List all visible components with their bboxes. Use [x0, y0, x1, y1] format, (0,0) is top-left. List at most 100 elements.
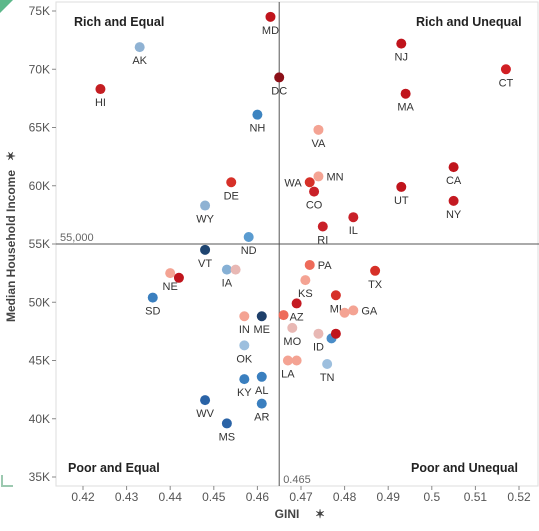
point-mo[interactable] — [287, 322, 298, 333]
point-label-wa: WA — [284, 177, 302, 189]
point-label-de: DE — [224, 190, 239, 202]
x-tick-label: 0.5 — [423, 490, 440, 504]
quadrant-label-rich-equal: Rich and Equal — [74, 15, 164, 29]
gini-reference-label: 0.465 — [283, 474, 311, 486]
point-label-tn: TN — [320, 372, 335, 384]
y-tick-label: 70K — [29, 62, 50, 76]
point-dc[interactable] — [274, 72, 285, 83]
point-ky[interactable] — [239, 374, 250, 385]
point-ak[interactable] — [134, 42, 145, 53]
point-tn[interactable] — [322, 358, 333, 369]
point-ks[interactable] — [300, 275, 311, 286]
point-label-nd: ND — [241, 245, 257, 257]
point-md[interactable] — [265, 11, 276, 22]
point-hi[interactable] — [95, 84, 106, 95]
point-label-ia: IA — [222, 278, 233, 290]
point-unlabeled[interactable] — [330, 328, 341, 339]
point-label-pa: PA — [318, 260, 333, 272]
x-tick-label: 0.46 — [246, 490, 270, 504]
point-label-ca: CA — [446, 175, 462, 187]
point-co[interactable] — [309, 186, 320, 197]
y-tick-label: 65K — [29, 121, 50, 135]
point-mn[interactable] — [313, 171, 324, 182]
point-il[interactable] — [348, 212, 359, 223]
point-unlabeled[interactable] — [278, 310, 289, 321]
y-axis-title: Median Household Income ✶ — [4, 151, 18, 322]
quadrant-label-poor-unequal: Poor and Unequal — [411, 461, 518, 475]
point-vt[interactable] — [200, 244, 211, 255]
point-de[interactable] — [226, 177, 237, 188]
y-axis-sort-icon[interactable]: ✶ — [4, 151, 18, 161]
point-mi[interactable] — [330, 290, 341, 301]
point-label-il: IL — [349, 225, 358, 237]
point-ms[interactable] — [221, 418, 232, 429]
x-axis-sort-icon[interactable]: ✶ — [315, 507, 325, 521]
y-tick-label: 35K — [29, 470, 50, 484]
point-ga[interactable] — [348, 305, 359, 316]
point-unlabeled[interactable] — [173, 272, 184, 283]
y-axis-title-text: Median Household Income — [4, 170, 18, 322]
point-ma[interactable] — [400, 88, 411, 99]
x-axis: 0.42 0.43 0.44 0.45 0.46 0.47 0.48 0.49 0.5 0.51 0… — [71, 486, 531, 504]
point-label-nj: NJ — [395, 52, 408, 64]
x-tick-label: 0.48 — [333, 490, 357, 504]
point-ri[interactable] — [317, 221, 328, 232]
point-label-ma: MA — [397, 102, 414, 114]
y-tick-label: 50K — [29, 295, 50, 309]
point-nd[interactable] — [243, 232, 254, 243]
point-id[interactable] — [313, 328, 324, 339]
point-label-mo: MO — [283, 336, 301, 348]
point-label-ky: KY — [237, 387, 252, 399]
y-tick-label: 45K — [29, 354, 50, 368]
point-ut[interactable] — [396, 181, 407, 192]
point-ar[interactable] — [256, 398, 267, 409]
data-points: MD NJ AK CT DC HI MA NH VA CA MN WA DE UT CO NY WY IL RI ND… — [95, 11, 514, 443]
point-label-mn: MN — [326, 171, 343, 183]
point-label-ne: NE — [163, 281, 178, 293]
point-unlabeled[interactable] — [291, 355, 302, 366]
point-tx[interactable] — [370, 265, 381, 276]
point-label-ms: MS — [219, 431, 236, 443]
point-me[interactable] — [256, 311, 267, 322]
point-pa[interactable] — [304, 259, 315, 270]
point-az[interactable] — [291, 298, 302, 309]
point-sd[interactable] — [147, 292, 158, 303]
point-label-nh: NH — [249, 123, 265, 135]
point-label-tx: TX — [368, 279, 383, 291]
point-ok[interactable] — [239, 340, 250, 351]
point-ne[interactable] — [165, 268, 176, 279]
point-unlabeled[interactable] — [230, 264, 241, 275]
x-axis-title-text: GINI — [275, 507, 300, 521]
point-label-in: IN — [239, 324, 250, 336]
point-va[interactable] — [313, 124, 324, 135]
point-al[interactable] — [256, 371, 267, 382]
point-label-hi: HI — [95, 97, 106, 109]
point-wa[interactable] — [304, 177, 315, 188]
point-label-me: ME — [254, 324, 271, 336]
point-label-ok: OK — [236, 353, 253, 365]
point-label-ri: RI — [317, 235, 328, 247]
quadrant-label-rich-unequal: Rich and Unequal — [416, 15, 522, 29]
point-label-ut: UT — [394, 195, 409, 207]
x-tick-label: 0.47 — [289, 490, 313, 504]
point-nj[interactable] — [396, 38, 407, 49]
point-wv[interactable] — [200, 395, 211, 406]
point-ca[interactable] — [448, 162, 459, 173]
income-reference-label: 55,000 — [60, 232, 94, 244]
point-ny[interactable] — [448, 195, 459, 206]
point-ia[interactable] — [221, 264, 232, 275]
point-label-mi: MI — [330, 303, 342, 315]
point-in[interactable] — [239, 311, 250, 322]
x-tick-label: 0.42 — [71, 490, 95, 504]
x-axis-title: GINI ✶ — [275, 507, 325, 521]
point-ct[interactable] — [500, 64, 511, 75]
y-axis: 35K 40K 45K 50K 55K 60K 65K 70K 75K — [29, 4, 56, 484]
x-tick-label: 0.43 — [115, 490, 139, 504]
point-label-la: LA — [281, 369, 295, 381]
point-la[interactable] — [282, 355, 293, 366]
point-nh[interactable] — [252, 109, 263, 120]
point-unlabeled[interactable] — [339, 307, 350, 318]
point-wy[interactable] — [200, 200, 211, 211]
point-label-ks: KS — [298, 288, 313, 300]
